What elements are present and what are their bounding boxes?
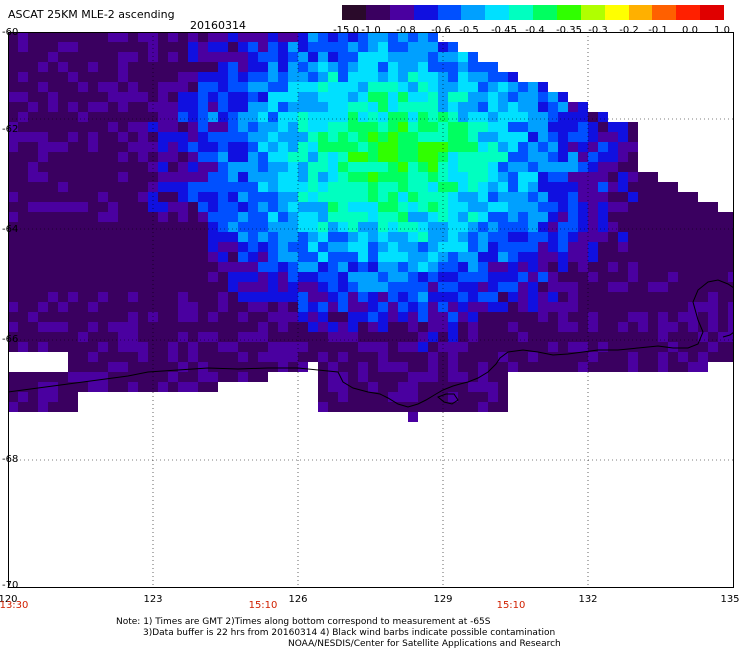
time-label: 15:10 bbox=[496, 600, 526, 611]
latitude-label: -62 bbox=[2, 124, 19, 135]
color-swatch bbox=[652, 5, 677, 20]
map-title: ASCAT 25KM MLE-2 ascending bbox=[8, 8, 175, 21]
latitude-label: -60 bbox=[2, 27, 19, 38]
color-scale-label: -0.3 bbox=[588, 25, 608, 36]
color-scale-label: -0.35 bbox=[556, 25, 582, 36]
time-label: 13:30 bbox=[0, 600, 29, 611]
longitude-label: 126 bbox=[288, 594, 308, 605]
color-scale-label: -0.8 bbox=[396, 25, 416, 36]
longitude-label: 132 bbox=[578, 594, 598, 605]
color-swatch bbox=[509, 5, 533, 20]
color-swatch bbox=[556, 5, 581, 20]
gridlines bbox=[8, 32, 734, 588]
color-swatch bbox=[533, 5, 557, 20]
color-swatch bbox=[628, 5, 653, 20]
wind-map bbox=[8, 32, 734, 588]
wind-data-field bbox=[8, 32, 734, 422]
color-swatch bbox=[389, 5, 414, 20]
latitude-label: -64 bbox=[2, 224, 19, 235]
color-scale-label: -0.1 bbox=[648, 25, 668, 36]
time-label: 15:10 bbox=[248, 600, 278, 611]
color-scale-label: -0.5 bbox=[459, 25, 479, 36]
color-scale-label: -1.0 bbox=[361, 25, 381, 36]
longitude-label: 135 bbox=[720, 594, 740, 605]
color-scale-label: -15.0 bbox=[333, 25, 359, 36]
color-scale-label: -0.45 bbox=[491, 25, 517, 36]
color-swatch bbox=[365, 5, 390, 20]
color-scale-label: -0.6 bbox=[431, 25, 451, 36]
color-swatch bbox=[700, 5, 724, 20]
color-swatch bbox=[413, 5, 438, 20]
color-scale-label: 0.0 bbox=[682, 25, 698, 36]
latitude-label: -70 bbox=[2, 580, 19, 591]
color-swatch bbox=[580, 5, 605, 20]
longitude-label: 120 bbox=[0, 594, 18, 605]
color-scale-label: -0.2 bbox=[619, 25, 639, 36]
color-scale-label: 1.0 bbox=[714, 25, 730, 36]
footer-note-3: NOAA/NESDIS/Center for Satellite Applica… bbox=[288, 639, 561, 649]
map-frame bbox=[8, 32, 734, 588]
color-swatch bbox=[604, 5, 629, 20]
longitude-label: 123 bbox=[143, 594, 163, 605]
latitude-label: -68 bbox=[2, 454, 19, 465]
color-scale-label: -0.4 bbox=[525, 25, 545, 36]
color-swatch bbox=[485, 5, 510, 20]
coastline bbox=[8, 279, 734, 408]
footer-note-1: Note: 1) Times are GMT 2)Times along bot… bbox=[116, 617, 491, 627]
color-swatch bbox=[461, 5, 486, 20]
map-date: 20160314 bbox=[190, 19, 246, 32]
color-swatch bbox=[437, 5, 462, 20]
color-scale-bar bbox=[342, 5, 724, 20]
color-swatch bbox=[342, 5, 366, 20]
color-swatch bbox=[676, 5, 701, 20]
longitude-label: 129 bbox=[433, 594, 453, 605]
coastline-detail bbox=[437, 331, 734, 405]
latitude-label: -66 bbox=[2, 334, 19, 345]
footer-note-2: 3)Data buffer is 22 hrs from 20160314 4)… bbox=[143, 628, 556, 638]
